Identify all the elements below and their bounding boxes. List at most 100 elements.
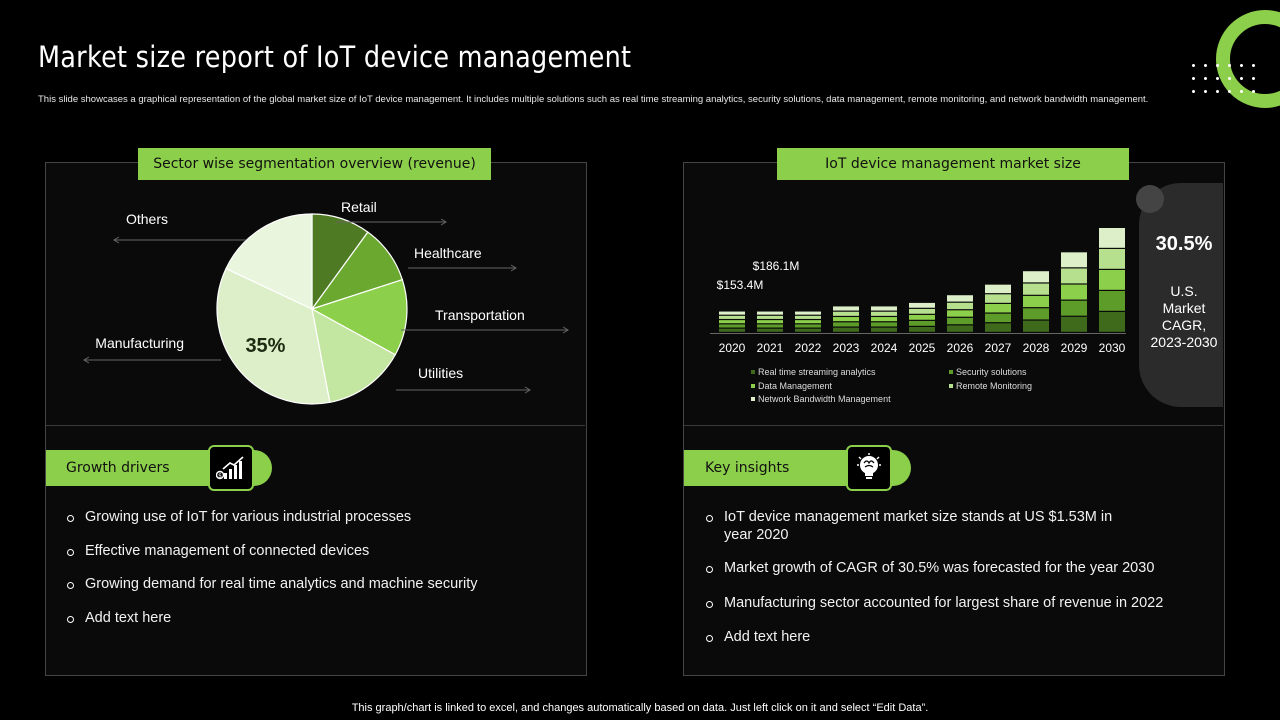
bar-segment[interactable]: [1023, 271, 1049, 283]
bar-segment[interactable]: [871, 327, 897, 332]
pie-label-transportation: Transportation: [435, 307, 525, 323]
bar-segment[interactable]: [757, 328, 783, 332]
bar-tick-label: 2020: [719, 341, 746, 355]
bar-segment[interactable]: [947, 317, 973, 325]
bar-segment[interactable]: [757, 315, 783, 319]
market-size-header: IoT device management market size: [777, 148, 1129, 180]
bar-segment[interactable]: [871, 306, 897, 311]
bar-segment[interactable]: [719, 324, 745, 328]
legend-entry: Security solutions: [956, 367, 1027, 377]
key-insights-list: IoT device management market size stands…: [704, 508, 1204, 646]
list-item: Market growth of CAGR of 30.5% was forec…: [704, 559, 1204, 577]
legend-entry: Real time streaming analytics: [758, 367, 876, 377]
growth-drivers-title: Growth drivers: [66, 460, 170, 476]
bar-segment[interactable]: [871, 322, 897, 327]
bar-segment[interactable]: [985, 284, 1011, 294]
legend-entry: Network Bandwidth Management: [758, 394, 891, 404]
bar-segment[interactable]: [1099, 291, 1125, 311]
bar-segment[interactable]: [1023, 308, 1049, 320]
legend-swatch: [751, 384, 755, 388]
bar-segment[interactable]: [909, 308, 935, 314]
pie-leader-arrow: [440, 218, 447, 226]
bar-segment[interactable]: [1099, 270, 1125, 290]
bar-tick-label: 2028: [1023, 341, 1050, 355]
legend-entry: Remote Monitoring: [956, 381, 1032, 391]
bar-segment[interactable]: [795, 328, 821, 332]
bar-segment[interactable]: [1061, 300, 1087, 316]
pie-label-retail: Retail: [341, 199, 377, 215]
bar-segment[interactable]: [1023, 283, 1049, 295]
growth-drivers-list: Growing use of IoT for various industria…: [65, 508, 565, 627]
bar-segment[interactable]: [719, 328, 745, 332]
bar-segment[interactable]: [1061, 316, 1087, 332]
page-title: Market size report of IoT device managem…: [38, 40, 632, 74]
bar-segment[interactable]: [909, 302, 935, 308]
left-panel-divider: [46, 425, 585, 426]
svg-text:$: $: [218, 473, 222, 480]
bar-segment[interactable]: [833, 317, 859, 322]
bar-segment[interactable]: [757, 311, 783, 315]
bar-segment[interactable]: [871, 317, 897, 322]
sector-header: Sector wise segmentation overview (reven…: [138, 148, 491, 180]
bar-segment[interactable]: [947, 310, 973, 317]
bar-segment[interactable]: [833, 306, 859, 311]
bar-segment[interactable]: [795, 311, 821, 315]
bar-segment[interactable]: [1099, 228, 1125, 248]
pie-leader-arrow: [562, 326, 569, 334]
bar-tick-label: 2025: [909, 341, 936, 355]
pie-slice-transportation[interactable]: [310, 278, 408, 356]
pie-slice-utilities[interactable]: [311, 307, 397, 404]
bar-segment[interactable]: [985, 294, 1011, 303]
bar-segment[interactable]: [1061, 284, 1087, 300]
bar-segment[interactable]: [795, 324, 821, 328]
sector-pie-chart[interactable]: Retail Healthcare Transportation Utilities 3…: [46, 182, 584, 422]
pie-label-healthcare: Healthcare: [414, 245, 482, 261]
bar-segment[interactable]: [985, 303, 1011, 313]
list-item-line: year 2020: [724, 527, 789, 543]
bar-segment[interactable]: [795, 315, 821, 319]
bar-segment[interactable]: [1023, 295, 1049, 308]
bar-segment[interactable]: [909, 326, 935, 332]
bar-segment[interactable]: [757, 320, 783, 324]
bar-segment[interactable]: [985, 313, 1011, 323]
pie-leader-arrow: [510, 264, 517, 272]
bar-tick-label: 2024: [871, 341, 898, 355]
bar-segment[interactable]: [909, 314, 935, 320]
bar-segment[interactable]: [719, 311, 745, 315]
market-size-bar-chart[interactable]: 2020 2021 2022 2023 2024 2025 2026 2027 2028 2029…: [690, 200, 1130, 412]
bar-segment[interactable]: [985, 323, 1011, 332]
cagr-line: 2023-2030: [1150, 334, 1218, 350]
bar-tick-label: 2029: [1061, 341, 1088, 355]
bar-segment[interactable]: [1061, 252, 1087, 268]
bar-segment[interactable]: [947, 302, 973, 310]
bar-segment[interactable]: [1023, 320, 1049, 332]
bar-segment[interactable]: [795, 320, 821, 324]
bar-segment[interactable]: [1061, 268, 1087, 284]
bar-segment[interactable]: [757, 324, 783, 328]
bar-segment[interactable]: [1099, 312, 1125, 332]
cagr-callout: 30.5% U.S. Market CAGR, 2023-2030: [1136, 183, 1223, 407]
right-panel: [683, 162, 1225, 676]
bar-tick-label: 2030: [1099, 341, 1126, 355]
bar-annotation: $186.1M: [753, 259, 800, 273]
list-item: Growing use of IoT for various industria…: [65, 508, 565, 526]
pie-slice-manufacturing[interactable]: [216, 267, 331, 405]
legend-swatch: [949, 384, 953, 388]
legend-entry: Data Management: [758, 381, 833, 391]
bar-segment[interactable]: [719, 320, 745, 324]
bar-segment[interactable]: [909, 320, 935, 326]
list-item: Add text here: [65, 609, 565, 627]
bar-segment[interactable]: [833, 311, 859, 316]
pie-label-others: Others: [126, 211, 168, 227]
pie-slice-others[interactable]: [225, 213, 313, 310]
bar-segment[interactable]: [833, 327, 859, 332]
cagr-decor-circle: [1136, 185, 1164, 213]
bar-segment[interactable]: [719, 315, 745, 319]
bar-segment[interactable]: [833, 322, 859, 327]
cagr-line: CAGR,: [1161, 317, 1207, 333]
bar-segment[interactable]: [1099, 249, 1125, 269]
list-item: Manufacturing sector accounted for large…: [704, 594, 1204, 612]
bar-segment[interactable]: [871, 311, 897, 316]
bar-segment[interactable]: [947, 325, 973, 332]
bar-segment[interactable]: [947, 295, 973, 302]
